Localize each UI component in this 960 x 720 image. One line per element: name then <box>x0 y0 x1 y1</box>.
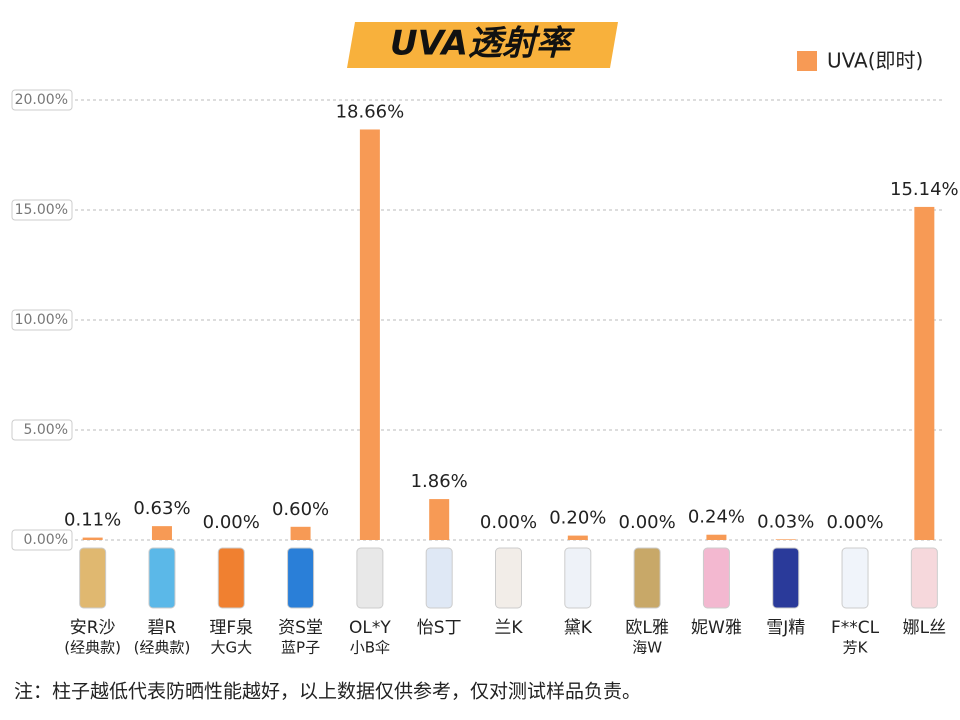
value-label: 0.60% <box>272 499 329 520</box>
y-tick-label: 15.00% <box>15 202 68 218</box>
bar <box>290 526 311 540</box>
x-tick-label: 安R沙 <box>70 618 116 638</box>
bar <box>775 539 796 540</box>
x-tick-label: 黛K <box>564 618 593 638</box>
bar <box>706 534 727 540</box>
legend-swatch <box>797 51 817 71</box>
x-tick-label: 欧L雅 <box>625 618 668 638</box>
footnote: 注：柱子越低代表防晒性能越好，以上数据仅供参考，仅对测试样品负责。 <box>14 681 641 703</box>
title-background <box>347 22 618 68</box>
x-tick-label: 蓝P子 <box>281 639 320 657</box>
x-tick-label: 资S堂 <box>278 618 323 638</box>
product-image <box>772 547 800 609</box>
value-label: 15.14% <box>890 179 959 200</box>
x-tick-label: 雪J精 <box>766 618 805 638</box>
bar <box>914 206 935 541</box>
bar <box>429 499 450 540</box>
x-tick-label: 芳K <box>843 639 869 657</box>
bar <box>567 535 588 540</box>
product-image <box>148 547 176 609</box>
product-image <box>495 547 522 609</box>
x-tick-label: 妮W雅 <box>691 618 742 638</box>
y-tick-box <box>11 89 73 111</box>
legend-label: UVA(即时) <box>827 49 923 73</box>
bar <box>359 129 380 541</box>
product-image <box>841 547 869 609</box>
x-tick-label: 理F泉 <box>209 618 253 638</box>
product-image <box>702 547 730 609</box>
y-tick-box <box>11 419 73 441</box>
y-tick-label: 5.00% <box>24 422 68 438</box>
y-tick-box <box>11 199 73 221</box>
value-label: 0.00% <box>619 512 676 533</box>
value-label: 18.66% <box>336 101 405 122</box>
y-tick-box <box>11 529 73 551</box>
product-image <box>217 547 245 609</box>
x-tick-label: 海W <box>632 639 662 657</box>
x-tick-label: OL*Y <box>349 618 391 638</box>
value-label: 0.24% <box>688 507 745 528</box>
x-tick-label: 娜L丝 <box>903 618 946 638</box>
product-image <box>356 547 384 609</box>
product-image <box>910 547 938 609</box>
x-tick-label: (经典款) <box>134 639 191 657</box>
y-tick-label: 0.00% <box>24 532 68 548</box>
y-tick-label: 20.00% <box>15 92 68 108</box>
product-image <box>287 547 315 609</box>
product-image <box>633 547 661 609</box>
x-tick-label: 大G大 <box>210 639 252 657</box>
x-tick-label: 怡S丁 <box>417 618 462 638</box>
value-label: 1.86% <box>411 471 468 492</box>
product-image <box>79 547 107 609</box>
value-label: 0.20% <box>549 508 606 529</box>
y-tick-label: 10.00% <box>15 312 68 328</box>
value-label: 0.00% <box>203 512 260 533</box>
x-tick-label: 兰K <box>494 618 523 638</box>
y-tick-box <box>11 309 73 331</box>
product-image <box>425 547 453 609</box>
bar <box>82 537 103 540</box>
product-image <box>564 547 592 609</box>
value-label: 0.63% <box>133 498 190 519</box>
value-label: 0.00% <box>480 512 537 533</box>
chart-title: UVA透射率 <box>390 24 576 64</box>
x-tick-label: 小B伞 <box>350 639 390 657</box>
x-tick-label: 碧R <box>148 618 177 638</box>
bar <box>151 526 172 540</box>
value-label: 0.11% <box>64 510 121 531</box>
value-label: 0.03% <box>757 511 814 532</box>
x-tick-label: (经典款) <box>64 639 121 657</box>
x-tick-label: F**CL <box>831 618 880 638</box>
value-label: 0.00% <box>826 512 883 533</box>
